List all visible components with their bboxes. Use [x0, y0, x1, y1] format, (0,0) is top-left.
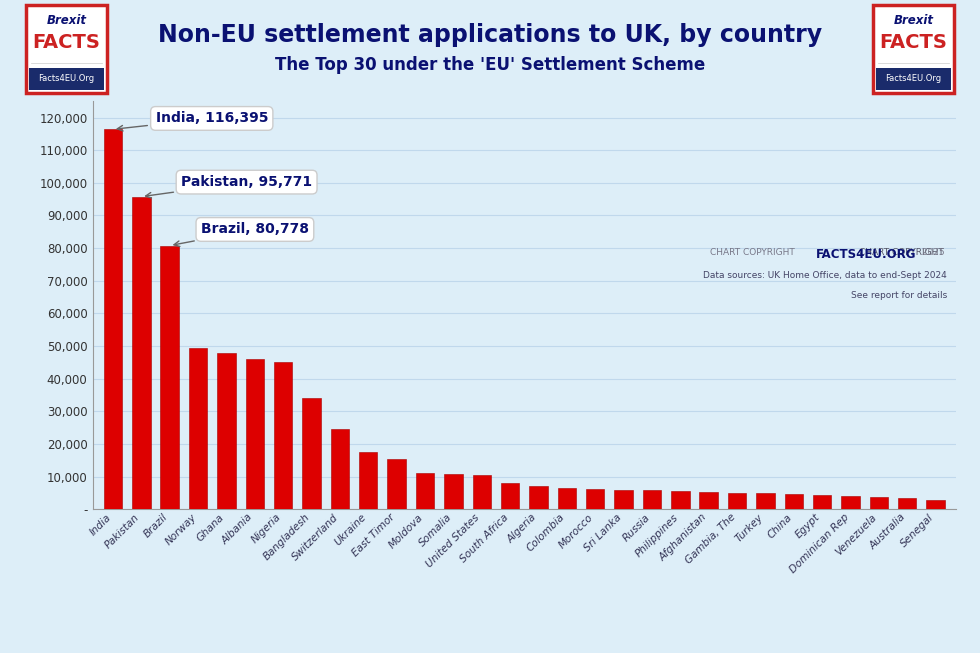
Bar — [558, 488, 576, 509]
Text: Facts4EU.Org: Facts4EU.Org — [885, 74, 942, 84]
Text: Pakistan, 95,771: Pakistan, 95,771 — [146, 175, 313, 198]
Text: FACTS: FACTS — [879, 33, 948, 52]
Bar — [104, 129, 122, 509]
Bar — [586, 489, 605, 509]
Bar — [189, 347, 208, 509]
Text: Brexit: Brexit — [47, 14, 86, 27]
Bar — [359, 452, 377, 509]
Text: India, 116,395: India, 116,395 — [118, 112, 268, 131]
Text: Brexit: Brexit — [894, 14, 933, 27]
Bar — [728, 493, 747, 509]
Bar — [529, 486, 548, 509]
Bar — [132, 197, 151, 509]
Bar — [813, 495, 831, 509]
Text: The Top 30 under the 'EU' Settlement Scheme: The Top 30 under the 'EU' Settlement Sch… — [274, 56, 706, 74]
Bar — [643, 490, 662, 509]
Bar — [274, 362, 292, 509]
Bar — [246, 359, 264, 509]
Bar — [841, 496, 859, 509]
Bar — [302, 398, 320, 509]
Text: Facts4EU.Org: Facts4EU.Org — [38, 74, 95, 84]
Text: FACTS: FACTS — [32, 33, 101, 52]
Bar — [614, 490, 633, 509]
Text: 2025: 2025 — [919, 248, 945, 257]
Text: Non-EU settlement applications to UK, by country: Non-EU settlement applications to UK, by… — [158, 23, 822, 47]
Bar — [869, 497, 888, 509]
Text: CHART COPYRIGHT: CHART COPYRIGHT — [710, 248, 798, 257]
Bar — [898, 498, 916, 509]
Bar — [416, 473, 434, 509]
Bar — [472, 475, 491, 509]
Text: CHART COPYRIGHT: CHART COPYRIGHT — [859, 248, 947, 257]
Bar — [757, 493, 774, 509]
Bar — [161, 246, 179, 509]
Bar — [444, 474, 463, 509]
Bar — [785, 494, 803, 509]
Bar — [700, 492, 718, 509]
Text: See report for details: See report for details — [851, 291, 947, 300]
Bar — [218, 353, 235, 509]
Bar — [387, 458, 406, 509]
Text: Data sources: UK Home Office, data to end-Sept 2024: Data sources: UK Home Office, data to en… — [703, 270, 947, 279]
Bar — [926, 500, 945, 509]
Bar — [501, 483, 519, 509]
Bar — [671, 491, 690, 509]
Text: FACTS4EU.ORG: FACTS4EU.ORG — [815, 248, 916, 261]
Bar — [330, 430, 349, 509]
Text: Brazil, 80,778: Brazil, 80,778 — [173, 223, 309, 246]
